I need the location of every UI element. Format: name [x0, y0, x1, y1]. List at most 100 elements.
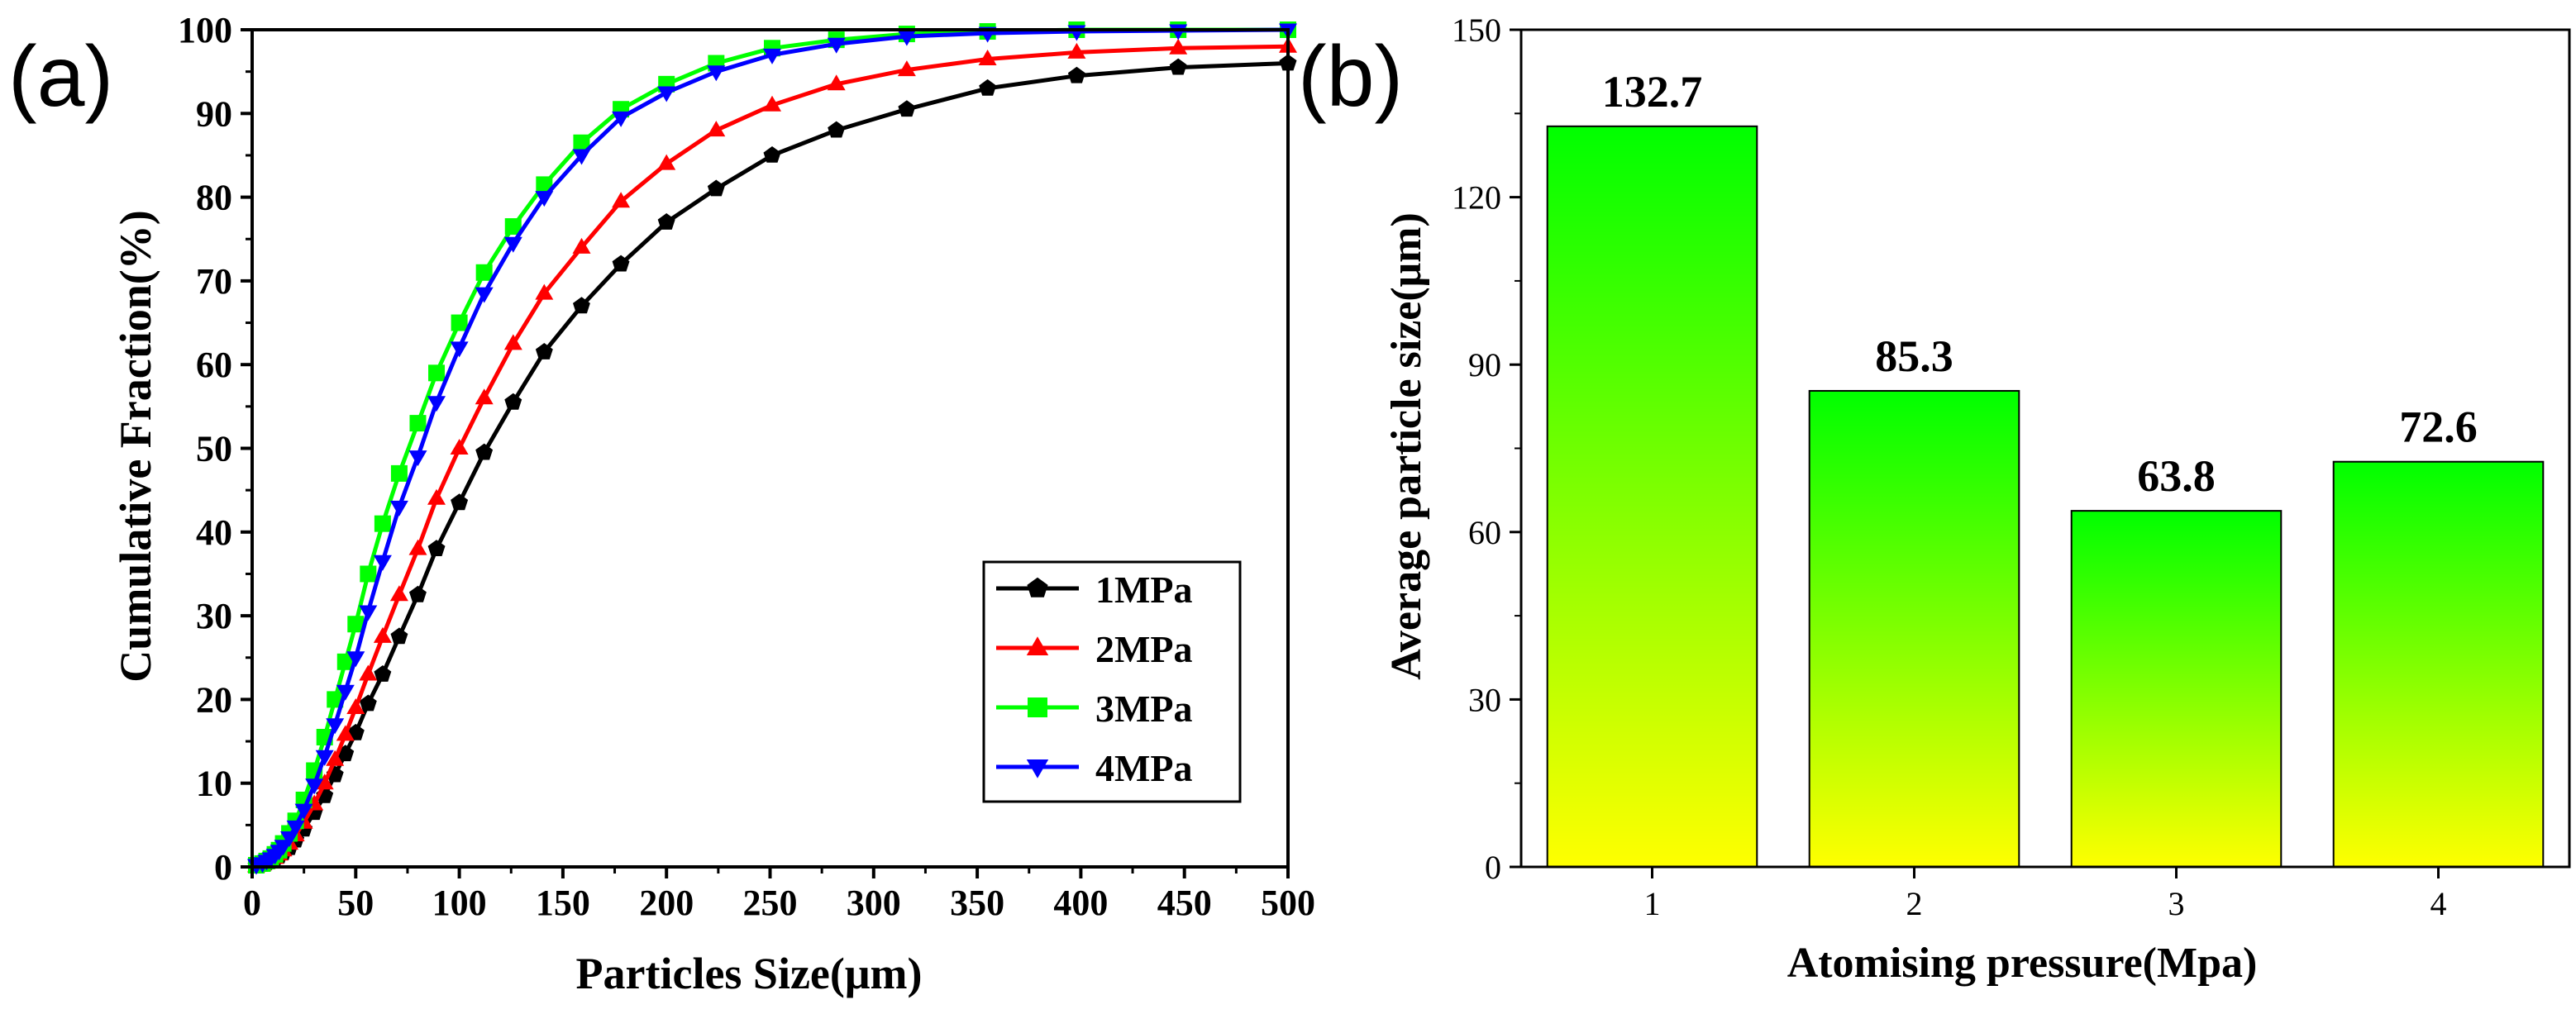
y-tick-label: 20	[196, 679, 232, 720]
data-point	[286, 820, 305, 836]
data-point	[389, 585, 408, 602]
x-tick-label: 0	[243, 883, 261, 923]
data-point	[828, 121, 846, 138]
bar-2	[1808, 389, 2020, 868]
data-point	[657, 154, 676, 170]
data-point	[451, 493, 469, 511]
y-tick-label: 80	[196, 178, 232, 218]
data-point	[763, 48, 781, 64]
y-tick-label: 70	[196, 261, 232, 302]
data-point	[657, 213, 675, 230]
y-tick-label: 30	[1468, 681, 1501, 718]
y-tick-label: 120	[1452, 179, 1501, 217]
data-point	[336, 684, 355, 701]
y-tick-label: 30	[196, 596, 232, 636]
data-point	[315, 774, 334, 790]
data-point	[374, 665, 392, 682]
data-point	[827, 74, 846, 91]
data-point	[408, 450, 427, 467]
x-tick-label: 1	[1644, 885, 1661, 922]
data-point	[475, 287, 494, 303]
data-point	[347, 616, 365, 633]
data-point	[346, 698, 365, 714]
bar-1	[1546, 125, 1758, 869]
panel-a-line-chart: (a) 0 50 100 150 200 250 300 350 400 450 500 0 10 20 3…	[8, 10, 1315, 998]
data-point	[897, 30, 916, 46]
data-point	[390, 464, 408, 482]
y-tick-label: 0	[1485, 849, 1501, 886]
y-tick-label: 0	[214, 847, 232, 888]
legend-item-4MPa: 4MPa	[996, 747, 1193, 789]
legend-marker	[1026, 636, 1049, 655]
y-tick-label: 60	[1468, 514, 1501, 551]
data-point	[572, 237, 591, 254]
data-point	[336, 725, 355, 741]
data-point	[475, 264, 493, 281]
data-point	[978, 50, 997, 65]
data-point	[374, 515, 391, 532]
panel-a-label: (a)	[8, 29, 113, 125]
legend-item-1MPa: 1MPa	[996, 569, 1193, 611]
panel-b-y-axis-title: Average particle size(μm)	[1383, 212, 1430, 680]
bar-4	[2332, 460, 2545, 868]
data-point	[409, 415, 427, 432]
y-tick-label: 40	[196, 512, 232, 553]
x-tick-label: 350	[950, 883, 1004, 923]
legend-label: 2MPa	[1095, 628, 1193, 670]
legend-item-2MPa: 2MPa	[996, 628, 1193, 670]
data-point	[475, 443, 494, 460]
y-tick-label: 90	[196, 93, 232, 134]
data-point	[359, 694, 377, 712]
panel-a-x-axis-title: Particles Size(μm)	[576, 949, 923, 998]
data-point	[503, 334, 522, 350]
data-point	[451, 314, 468, 331]
data-point	[373, 555, 392, 571]
data-point	[504, 218, 522, 236]
x-tick-label: 400	[1053, 883, 1108, 923]
y-tick-label: 150	[1452, 12, 1501, 49]
data-point	[979, 79, 997, 96]
data-point	[336, 653, 354, 670]
bar-value-label: 63.8	[2137, 451, 2216, 501]
data-point	[315, 750, 334, 766]
data-point	[612, 111, 631, 127]
data-point	[536, 176, 553, 193]
legend-label: 4MPa	[1095, 747, 1193, 789]
data-point	[1169, 58, 1187, 75]
data-point	[326, 750, 345, 766]
data-point	[657, 86, 676, 102]
data-point	[390, 627, 408, 645]
data-point	[535, 283, 554, 300]
x-tick-label: 300	[847, 883, 901, 923]
panel-a-legend: 1MPa 2MPa 3MPa 4MPa	[982, 560, 1242, 803]
data-point	[428, 364, 446, 382]
data-point	[389, 500, 408, 517]
data-point	[360, 565, 377, 583]
x-tick-label: 250	[743, 883, 798, 923]
data-point	[707, 121, 726, 137]
data-point	[409, 585, 427, 602]
data-point	[535, 343, 553, 359]
data-point	[898, 100, 916, 117]
data-point	[359, 605, 378, 621]
bar-value-label: 72.6	[2399, 402, 2478, 452]
panel-b-x-axis-title: Atomising pressure(Mpa)	[1787, 940, 2258, 987]
y-tick-label: 50	[196, 429, 232, 469]
bar-3	[2070, 510, 2283, 868]
data-point	[1169, 38, 1188, 55]
panel-b-bars: 132.7 85.3 63.8 72.6	[1546, 67, 2545, 869]
data-point	[827, 37, 846, 54]
x-tick-label: 150	[536, 883, 590, 923]
data-point	[427, 396, 446, 412]
panel-b-bar-chart: (b) 132.785.363.872.6 1 2 3 40306090120150 …	[1298, 12, 2571, 987]
data-point	[359, 664, 378, 681]
data-point	[504, 393, 522, 410]
x-tick-label: 100	[432, 883, 487, 923]
panel-a-plot-area	[247, 21, 1297, 875]
legend-marker	[1028, 697, 1047, 717]
data-point	[326, 718, 345, 735]
legend-item-3MPa: 3MPa	[996, 688, 1193, 730]
x-tick-label: 4	[2431, 885, 2447, 922]
data-point	[427, 488, 446, 505]
data-point	[573, 134, 590, 151]
